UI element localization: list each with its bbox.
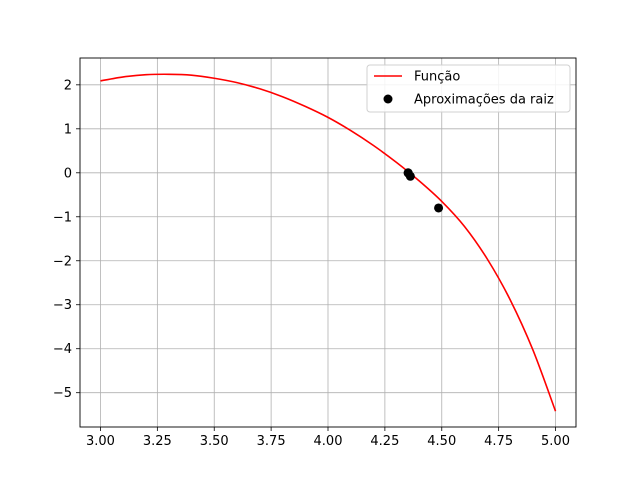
legend-label-roots: Aproximações da raiz [414,93,554,108]
y-tick-label: 0 [64,166,72,181]
x-tick-label: 4.75 [484,434,513,449]
y-tick-label: −4 [53,342,72,357]
x-tick-label: 3.25 [143,434,172,449]
root-approximation-point [403,168,413,178]
x-tick-label: 4.00 [314,434,343,449]
legend: Função Aproximações da raiz [366,64,571,113]
root-approximations-series [403,168,444,213]
x-tick-label: 4.50 [427,434,456,449]
y-tick-label: −1 [53,210,72,225]
legend-box [366,64,571,113]
y-tick-label: −2 [53,254,72,269]
legend-label-function: Função [414,70,460,85]
x-axis: 3.00 3.25 3.50 3.75 4.00 4.25 4.50 4.75 5.00 [86,427,570,449]
function-series [100,73,557,412]
y-tick-label: −3 [53,298,72,313]
x-tick-label: 3.75 [257,434,286,449]
function-line [100,73,557,412]
x-tick-label: 3.50 [200,434,229,449]
root-approximation-point [434,203,444,213]
y-tick-label: 1 [64,122,72,137]
x-tick-label: 5.00 [541,434,570,449]
grid [80,58,576,427]
y-tick-label: 2 [64,78,72,93]
y-tick-label: −5 [53,386,72,401]
x-tick-label: 3.00 [86,434,115,449]
x-tick-label: 4.25 [370,434,399,449]
y-axis: 2 1 0 −1 −2 −3 −4 −5 [53,78,80,401]
legend-marker-swatch [383,94,393,104]
